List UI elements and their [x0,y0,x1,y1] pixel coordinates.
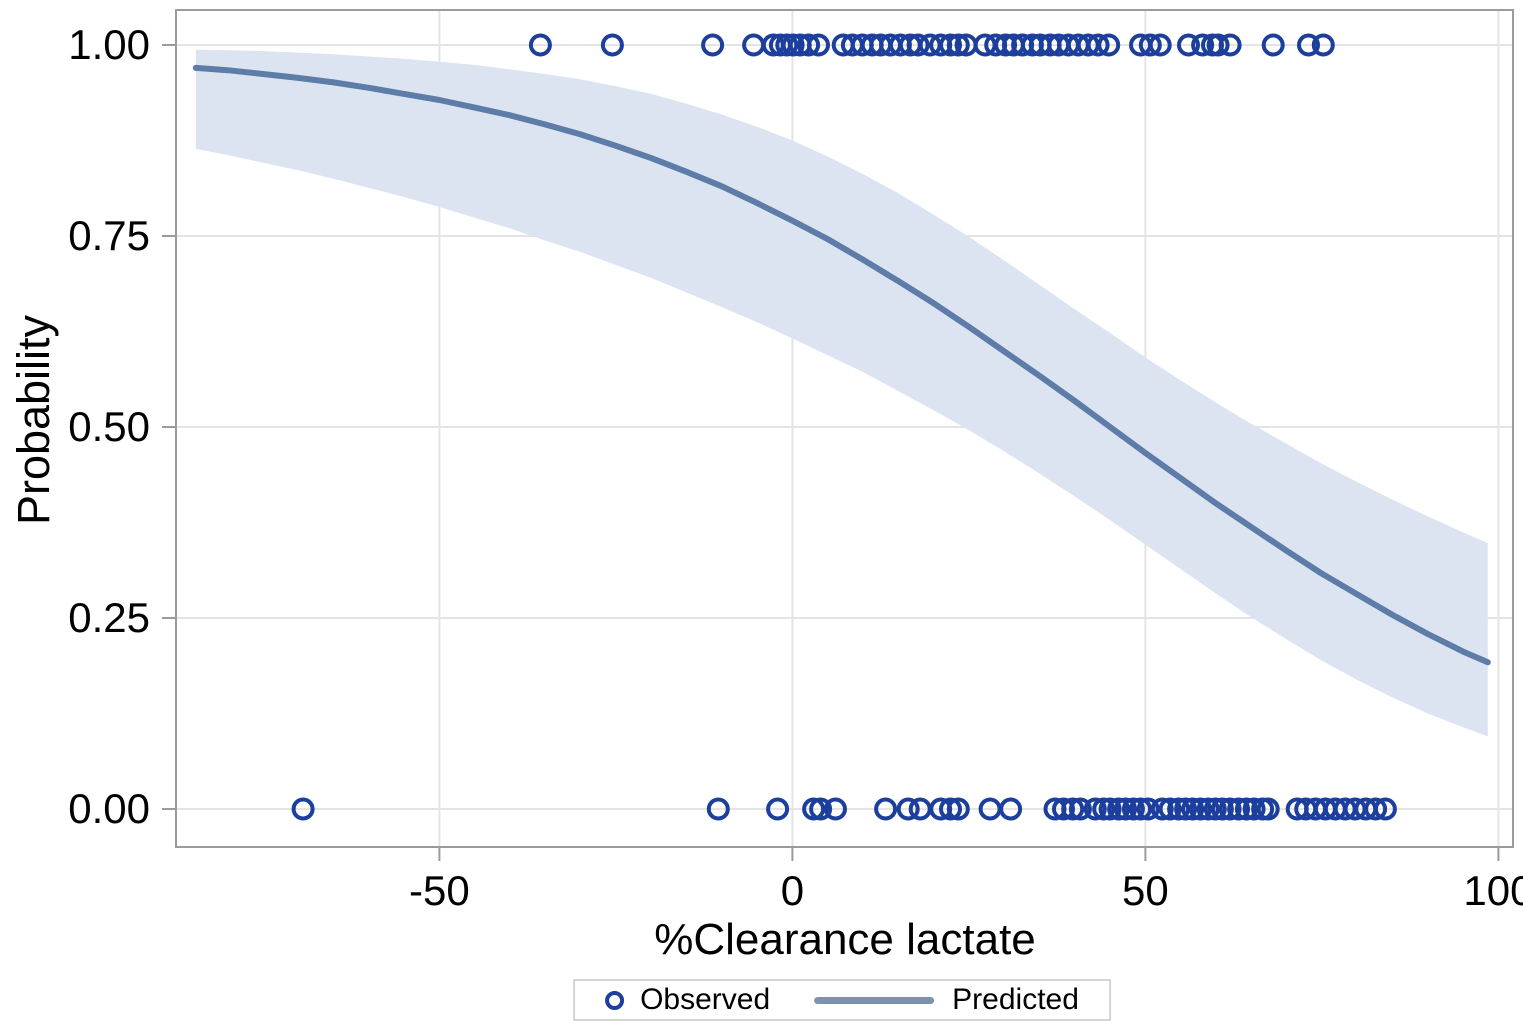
predicted-curve [192,64,1491,666]
confidence-band [195,49,1488,737]
legend-predicted-label: Predicted [952,983,1079,1016]
observed-point [1136,797,1160,821]
observed-point [1158,797,1182,821]
observed-point [874,797,898,821]
plot-frame [175,9,1514,848]
y-tick-label: 0.75 [68,212,150,259]
observed-point [1097,33,1121,57]
observed-point [528,33,552,57]
y-tick-label: 0.25 [68,594,150,641]
observed-point [999,797,1023,821]
observed-point [1227,797,1251,821]
observed-point [1234,797,1258,821]
observed-point [906,33,930,57]
observed-point [1083,797,1107,821]
observed-point [1373,797,1397,821]
observed-point [1181,797,1205,821]
observed-point [824,797,847,821]
observed-point [802,797,826,821]
observed-point [939,33,962,57]
observed-point [946,797,970,821]
observed-point [1196,797,1220,821]
observed-point [1174,797,1198,821]
observed-point [781,33,805,57]
observed-point [1068,797,1092,821]
observed-point [1191,33,1215,57]
observed-point [1203,797,1227,821]
x-tick-label: 100 [1463,867,1523,914]
observed-point [1177,33,1200,57]
x-axis-title: %Clearance lactate [654,915,1036,964]
observed-point [1242,797,1266,821]
observed-point [766,797,790,821]
observed-point [946,33,970,57]
observed-point [1256,797,1280,821]
observed-point [1150,797,1174,821]
observed-point [809,797,833,821]
observed-point [706,797,730,821]
legend-observed-label: Observed [640,983,771,1016]
observed-point [1086,33,1110,57]
observed-point [701,33,725,57]
observed-point [1167,797,1191,821]
observed-point [939,797,962,821]
y-tick-label: 0.00 [68,785,150,832]
y-tick-label: 1.00 [68,21,150,68]
observed-point [600,33,624,57]
observed-point [1138,33,1162,57]
observed-marker-icon [605,990,625,1010]
observed-point [1129,797,1152,821]
observed-point [1121,797,1145,821]
observed-point [1107,797,1131,821]
observed-point [1210,797,1234,821]
observed-point [1206,33,1230,57]
observed-point [1297,33,1320,57]
observed-point [1052,797,1075,821]
predicted-line-icon [814,996,935,1004]
observed-point [1148,33,1172,57]
observed-point [1114,797,1138,821]
observed-point [1061,797,1085,821]
observed-point [797,33,821,57]
observed-point [1189,797,1212,821]
x-tick-label: 50 [1122,867,1169,914]
observed-point [1261,33,1285,57]
observed-point [1311,33,1335,57]
observed-point [807,33,830,57]
observed-point [1218,797,1242,821]
y-tick-label: 0.50 [68,403,150,450]
x-tick-label: 0 [780,867,805,914]
legend: Observed Predicted [573,979,1111,1021]
observed-point [1364,797,1388,821]
observed-point [1098,797,1122,821]
observed-point [896,797,920,821]
observed-point [291,797,315,821]
observed-point [1218,33,1242,57]
x-tick-label: -50 [409,867,470,914]
